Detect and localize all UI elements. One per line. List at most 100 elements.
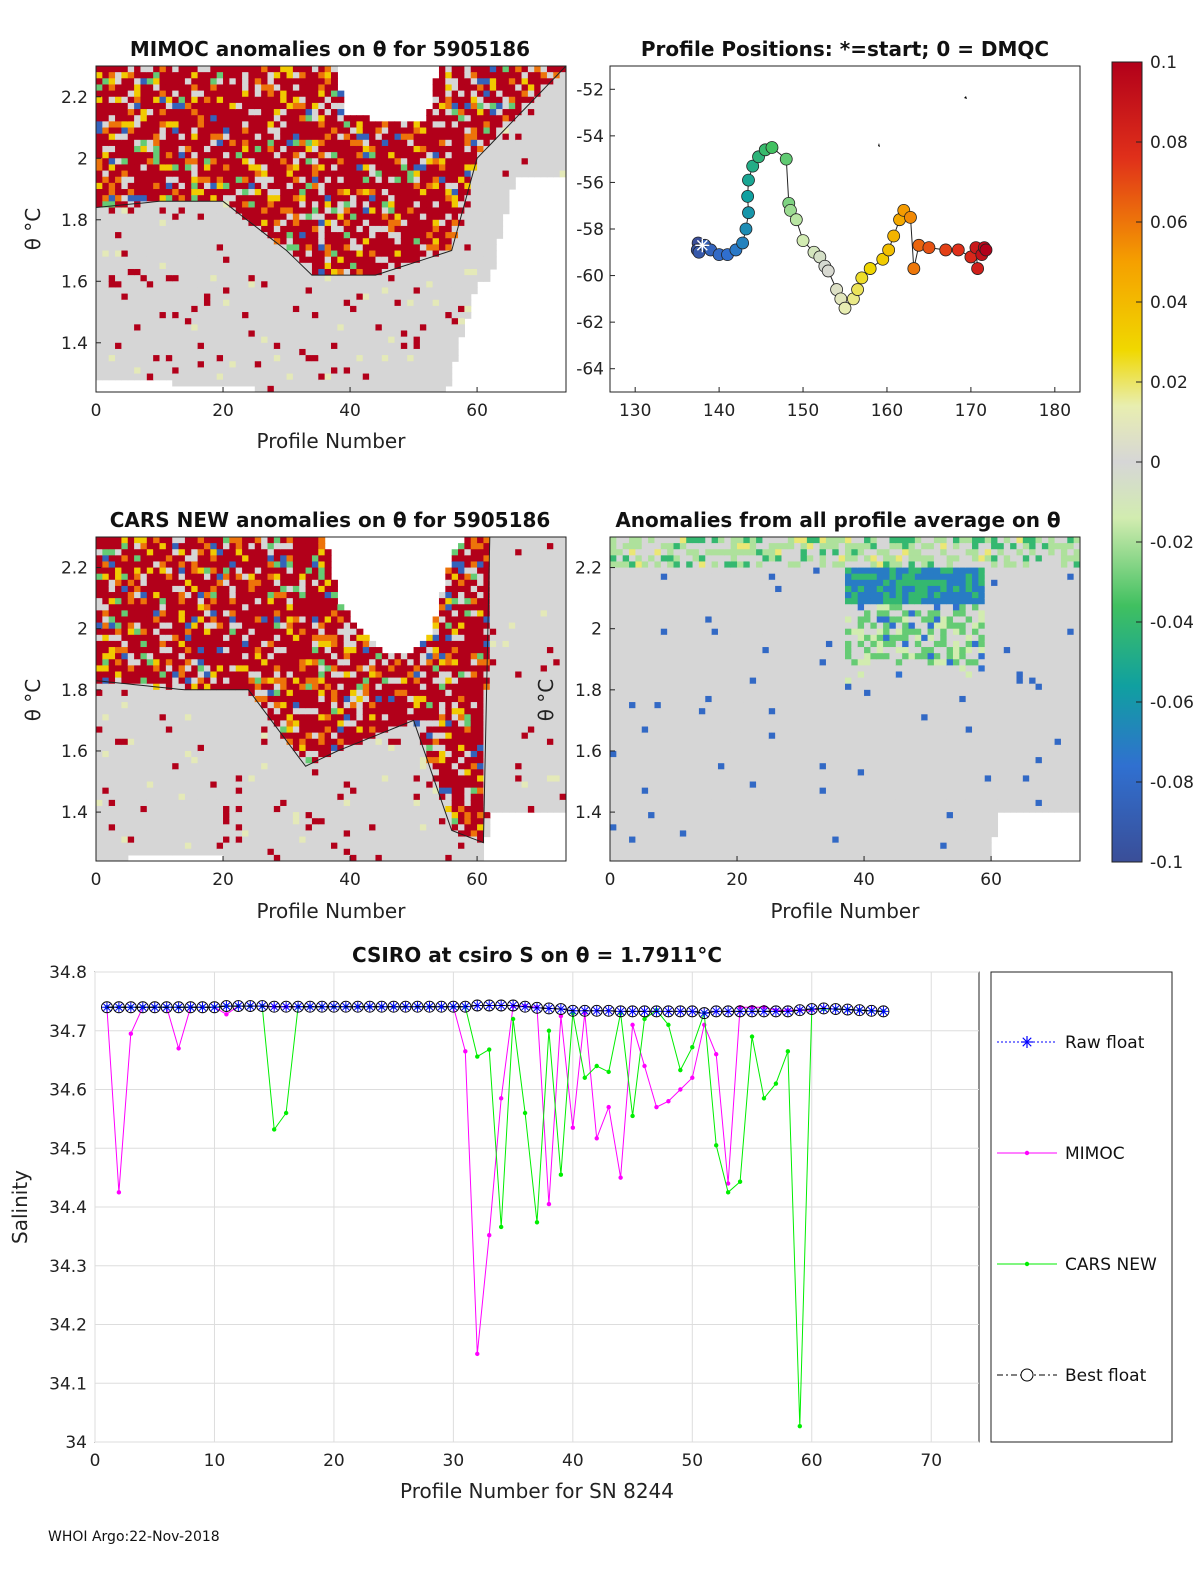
heatmap-cell xyxy=(254,787,262,795)
heatmap-cell xyxy=(140,592,148,599)
heatmap-cell xyxy=(229,361,237,368)
heatmap-cell xyxy=(96,659,103,666)
heatmap-cell xyxy=(146,324,154,332)
heatmap-cell xyxy=(191,102,199,110)
heatmap-cell xyxy=(267,385,275,392)
heatmap-cell xyxy=(235,653,243,660)
heatmap-cell xyxy=(165,127,173,135)
heatmap-cell xyxy=(191,659,199,666)
heatmap-cell xyxy=(203,757,211,764)
heatmap-cell xyxy=(172,757,180,764)
heatmap-cell xyxy=(172,549,180,556)
heatmap-cell xyxy=(115,616,122,624)
heatmap-cell xyxy=(254,66,262,73)
heatmap-cell xyxy=(203,72,211,79)
heatmap-cell xyxy=(337,373,345,381)
heatmap-cell xyxy=(235,250,243,258)
heatmap-cell xyxy=(242,78,250,86)
heatmap-cell xyxy=(254,145,262,153)
heatmap-cell xyxy=(343,256,351,264)
heatmap-cell xyxy=(261,665,269,673)
heatmap-cell xyxy=(216,738,224,746)
heatmap-cell xyxy=(311,281,319,289)
heatmap-cell xyxy=(235,640,243,648)
heatmap-cell xyxy=(248,561,256,569)
heatmap-cell xyxy=(153,622,161,630)
heatmap-cell xyxy=(546,121,554,129)
heatmap-cell xyxy=(394,133,402,141)
heatmap-cell xyxy=(121,176,129,184)
heatmap-cell xyxy=(242,543,250,550)
heatmap-cell xyxy=(223,225,230,233)
heatmap-cell xyxy=(413,189,421,196)
heatmap-cell xyxy=(261,592,269,599)
heatmap-cell xyxy=(203,683,211,691)
heatmap-cell xyxy=(331,78,338,86)
heatmap-cell xyxy=(134,689,142,697)
heatmap-cell xyxy=(191,182,199,190)
heatmap-cell xyxy=(483,268,491,276)
heatmap-cell xyxy=(248,610,256,618)
heatmap-cell xyxy=(140,158,148,166)
heatmap-cell xyxy=(553,145,561,153)
heatmap-cell xyxy=(121,102,129,110)
heatmap-cell xyxy=(394,152,402,159)
heatmap-cell xyxy=(223,836,230,844)
heatmap-cell xyxy=(242,720,250,728)
heatmap-cell xyxy=(115,744,122,752)
heatmap-cell xyxy=(546,90,554,98)
heatmap-cell xyxy=(407,348,415,356)
heatmap-cell xyxy=(432,268,440,276)
heatmap-cell xyxy=(400,207,408,215)
heatmap-cell xyxy=(153,805,161,813)
heatmap-cell xyxy=(223,604,230,611)
heatmap-cell xyxy=(261,367,269,375)
heatmap-cell xyxy=(305,336,313,344)
heatmap-cell xyxy=(242,355,250,362)
heatmap-cell xyxy=(356,262,364,270)
heatmap-cell xyxy=(223,133,230,141)
heatmap-cell xyxy=(127,293,135,301)
heatmap-cell xyxy=(121,830,129,838)
heatmap-cell xyxy=(159,781,167,789)
heatmap-cell xyxy=(508,152,516,159)
heatmap-cell xyxy=(146,812,154,819)
heatmap-cell xyxy=(292,145,300,153)
heatmap-cell xyxy=(197,275,205,282)
heatmap-cell xyxy=(210,757,218,764)
heatmap-cell xyxy=(407,281,415,289)
heatmap-cell xyxy=(153,330,161,338)
heatmap-cell xyxy=(229,573,237,581)
heatmap-cell xyxy=(426,275,434,282)
heatmap-cell xyxy=(273,726,281,734)
heatmap-cell xyxy=(337,287,345,295)
heatmap-cell xyxy=(203,170,211,178)
heatmap-cell xyxy=(254,683,262,691)
heatmap-cell xyxy=(115,219,122,227)
heatmap-cell xyxy=(197,90,205,98)
heatmap-cell xyxy=(140,610,148,618)
heatmap-cell xyxy=(229,585,237,593)
heatmap-cell xyxy=(134,201,142,209)
heatmap-cell xyxy=(375,145,383,153)
heatmap-cell xyxy=(153,268,161,276)
heatmap-cell xyxy=(115,250,122,258)
heatmap-cell xyxy=(178,189,186,196)
heatmap-cell xyxy=(242,158,250,166)
heatmap-cell xyxy=(153,195,161,202)
heatmap-cell xyxy=(159,164,167,172)
heatmap-cell xyxy=(115,537,122,544)
heatmap-cell xyxy=(229,164,237,172)
heatmap-cell xyxy=(102,225,110,233)
heatmap-cell xyxy=(280,726,288,734)
heatmap-cell xyxy=(108,152,116,159)
heatmap-cell xyxy=(394,262,402,270)
heatmap-cell xyxy=(146,585,154,593)
heatmap-cell xyxy=(369,342,377,350)
heatmap-cell xyxy=(203,738,211,746)
heatmap-cell xyxy=(197,256,205,264)
heatmap-cell xyxy=(356,139,364,147)
heatmap-cell xyxy=(102,750,110,758)
heatmap-cell xyxy=(267,96,275,104)
heatmap-cell xyxy=(96,158,103,166)
